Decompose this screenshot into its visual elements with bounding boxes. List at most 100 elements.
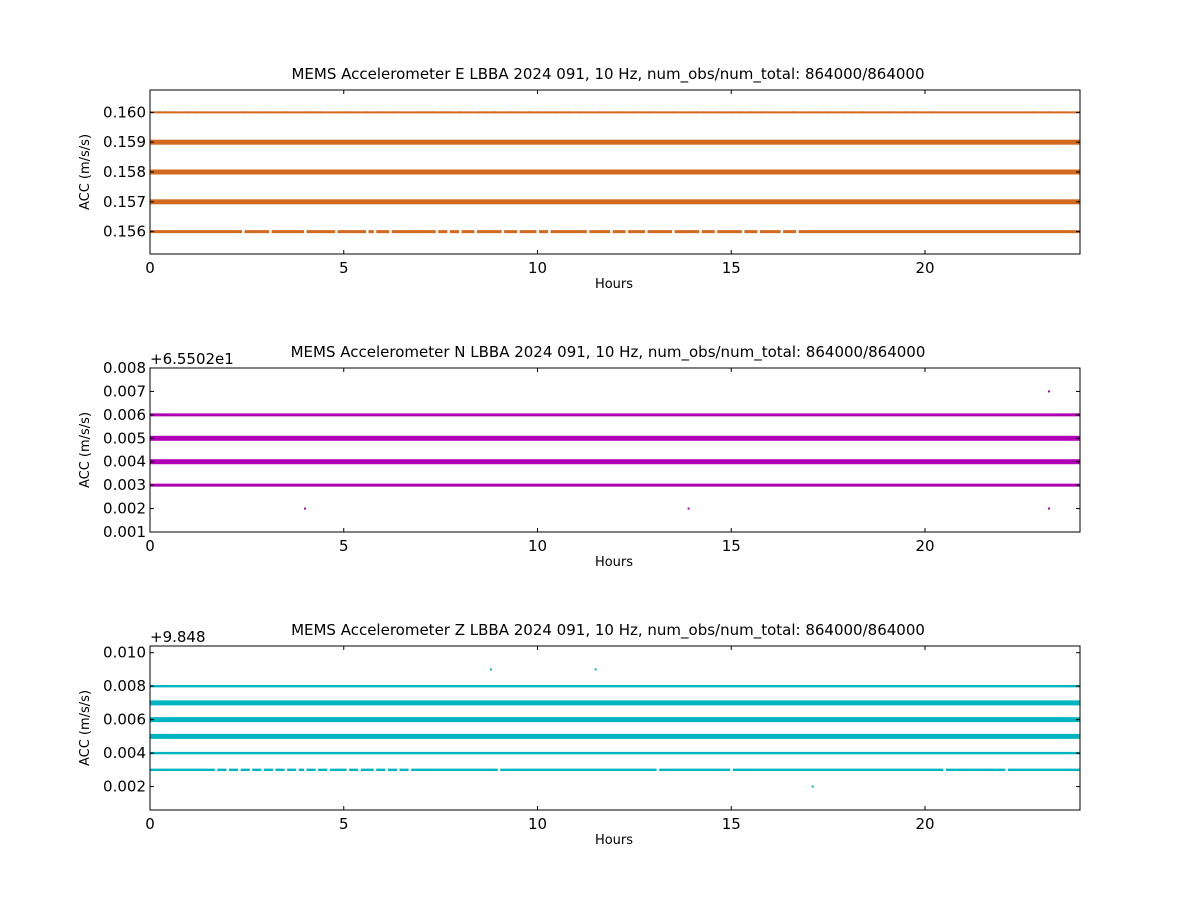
band-gap xyxy=(346,768,350,772)
y-tick-label: 0.008 xyxy=(103,359,146,377)
data-band-0.158 xyxy=(150,169,1080,175)
data-point xyxy=(257,111,260,114)
data-point xyxy=(486,111,489,114)
plot-frame xyxy=(149,645,1081,811)
band-gap xyxy=(269,229,272,234)
y-axis-label: ACC (m/s/s) xyxy=(78,412,93,488)
y-tick-label: 0.157 xyxy=(103,193,146,211)
band-gap xyxy=(645,229,648,234)
band-gap xyxy=(501,229,505,234)
band-gap xyxy=(273,768,276,772)
band-gap xyxy=(1005,768,1008,772)
y-tick-label: 0.006 xyxy=(103,406,146,424)
band-gap xyxy=(358,768,361,772)
band-gap xyxy=(373,229,377,234)
data-point xyxy=(842,111,845,114)
data-band-0.156 xyxy=(150,230,1080,234)
chart-panel-2: 0 5 10 15 20 0.001 0.002 0.003 0.004 0.005 0.006 0.… xyxy=(78,343,1081,570)
band-gap xyxy=(435,229,439,234)
chart-title: MEMS Accelerometer E LBBA 2024 091, 10 H… xyxy=(291,65,924,84)
data-point xyxy=(195,111,198,114)
data-point xyxy=(443,111,446,114)
data-point xyxy=(695,111,698,114)
data-band-0.16 xyxy=(150,111,1080,114)
x-tick-label: 15 xyxy=(722,259,741,277)
data-band-0.004 xyxy=(150,459,1080,465)
x-tick-label: 20 xyxy=(915,815,934,833)
band-gap xyxy=(780,229,784,234)
data-point xyxy=(761,111,764,114)
plot-area xyxy=(150,390,1080,510)
band-gap xyxy=(497,768,501,772)
data-point xyxy=(594,668,597,671)
data-point xyxy=(827,111,830,114)
data-point xyxy=(172,111,175,114)
y-tick-label: 0.002 xyxy=(103,778,146,796)
data-point xyxy=(269,111,272,114)
data-point xyxy=(346,111,349,114)
data-point xyxy=(815,111,818,114)
data-point xyxy=(307,111,310,114)
band-gap xyxy=(304,768,307,772)
band-gap xyxy=(315,768,319,772)
x-tick-label: 0 xyxy=(145,815,155,833)
band-gap xyxy=(474,229,477,234)
band-gap xyxy=(625,229,629,234)
data-point xyxy=(792,111,795,114)
x-tick-label: 0 xyxy=(145,259,155,277)
x-tick-label: 0 xyxy=(145,537,155,555)
band-gap xyxy=(397,768,400,772)
data-point xyxy=(536,111,539,114)
band-gap xyxy=(757,229,760,234)
y-tick-label: 0.156 xyxy=(103,223,146,241)
chart-panel-1: 0 5 10 15 20 0.156 0.157 0.158 0.159 0.160 MEMS Ac… xyxy=(78,65,1081,292)
chart-panel-3: 0 5 10 15 20 0.002 0.004 0.006 0.008 0.010+9.848 M… xyxy=(78,621,1081,848)
x-tick-label: 15 xyxy=(722,537,741,555)
data-point xyxy=(1048,390,1050,393)
data-point xyxy=(1048,111,1050,114)
y-tick-label: 0.005 xyxy=(103,429,146,447)
y-axis-label: ACC (m/s/s) xyxy=(78,134,93,210)
band-gap xyxy=(796,229,799,234)
band-gap xyxy=(741,229,745,234)
band-gap xyxy=(335,229,338,234)
axis-offset-label: +6.5502e1 xyxy=(150,350,234,368)
y-tick-label: 0.004 xyxy=(103,744,146,762)
plot-frame xyxy=(149,367,1081,533)
y-tick-label: 0.159 xyxy=(103,133,146,151)
data-point xyxy=(749,111,752,114)
x-tick-label: 15 xyxy=(722,815,741,833)
y-tick-label: 0.158 xyxy=(103,163,146,181)
y-tick-label: 0.007 xyxy=(103,382,146,400)
data-band-0.157 xyxy=(150,199,1080,205)
data-point xyxy=(158,111,161,114)
band-gap xyxy=(214,768,218,772)
band-gap xyxy=(249,768,253,772)
band-gap xyxy=(389,229,392,234)
data-point xyxy=(201,111,204,114)
data-point xyxy=(730,111,733,114)
band-gap xyxy=(284,768,288,772)
data-point xyxy=(850,111,853,114)
y-tick-label: 0.003 xyxy=(103,476,146,494)
data-point xyxy=(377,111,380,114)
band-gap xyxy=(714,229,718,234)
data-point xyxy=(660,111,663,114)
data-point xyxy=(621,111,624,114)
data-point xyxy=(164,111,167,114)
data-point xyxy=(648,111,651,114)
band-gap xyxy=(327,768,330,772)
data-point xyxy=(284,111,287,114)
data-point xyxy=(772,111,775,114)
band-gap xyxy=(261,768,264,772)
data-point xyxy=(1063,111,1066,114)
data-point xyxy=(509,111,512,114)
chart-title: MEMS Accelerometer N LBBA 2024 091, 10 H… xyxy=(291,343,926,362)
x-tick-label: 10 xyxy=(528,537,547,555)
x-axis-label: Hours xyxy=(595,277,633,292)
band-gap xyxy=(296,768,299,772)
data-point xyxy=(528,111,531,114)
data-point xyxy=(1032,111,1035,114)
data-point xyxy=(304,507,306,510)
